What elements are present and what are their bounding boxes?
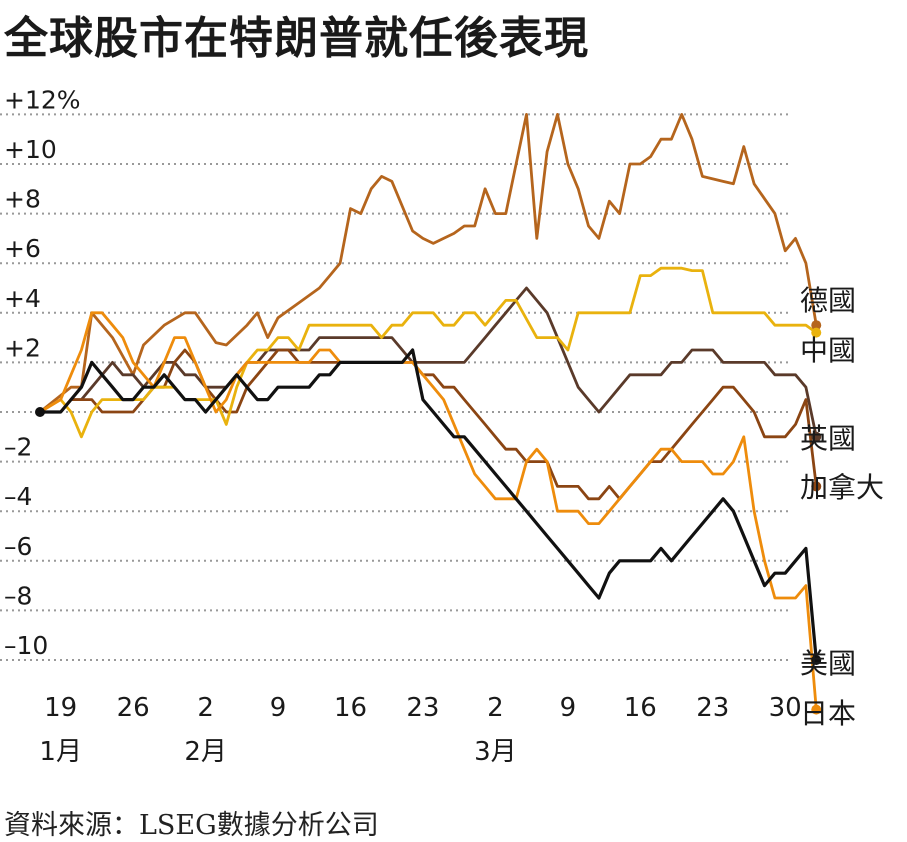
series-label-germany: 德國 — [800, 284, 856, 317]
x-tick-label: 16 — [624, 693, 657, 723]
y-tick-label: +2 — [4, 333, 41, 362]
x-tick-label: 9 — [560, 693, 577, 723]
y-tick-label: –8 — [4, 581, 32, 610]
y-tick-label: –6 — [4, 532, 32, 561]
y-tick-label: –10 — [4, 631, 48, 660]
series-label-canada: 加拿大 — [800, 471, 884, 504]
x-tick-label: 2 — [197, 693, 214, 723]
series-label-uk: 英國 — [800, 422, 856, 455]
y-tick-label: +12% — [4, 85, 81, 114]
month-label: 2月 — [184, 737, 227, 767]
x-tick-label: 23 — [696, 693, 729, 723]
line-chart: +12%+10+8+6+4+2–2–4–6–8–10 19 26 2 9 16 23 2 9 1… — [0, 0, 907, 800]
start-dot — [35, 407, 45, 417]
series-line-usa — [40, 350, 816, 660]
y-tick-label: +8 — [4, 185, 41, 214]
y-axis-tick-labels: +12% +10 +8 +6 +4 +2 –2 –4 –6 –8 –10 — [4, 85, 81, 660]
series-label-usa: 美國 — [800, 647, 856, 680]
x-tick-label: 16 — [334, 693, 367, 723]
source-note: 資料來源：LSEG數據分析公司 — [4, 803, 379, 842]
gridlines — [0, 114, 790, 660]
y-tick-label: +4 — [4, 284, 41, 313]
x-tick-label: 19 — [44, 693, 77, 723]
x-tick-label: 30 — [769, 693, 802, 723]
month-label: 3月 — [474, 737, 517, 767]
y-tick-label: –4 — [4, 482, 32, 511]
y-tick-label: –2 — [4, 433, 32, 462]
month-label: 1月 — [39, 737, 82, 767]
x-tick-label: 23 — [406, 693, 439, 723]
series-label-japan: 日本 — [800, 697, 856, 730]
y-tick-label: +6 — [4, 234, 41, 263]
x-axis-tick-labels: 19 26 2 9 16 23 2 9 16 23 30 — [44, 693, 802, 723]
month-labels: 1月 2月 3月 — [39, 737, 516, 767]
x-tick-label: 26 — [117, 693, 150, 723]
y-tick-label: +10 — [4, 135, 57, 164]
x-tick-label: 9 — [270, 693, 287, 723]
x-tick-label: 2 — [487, 693, 504, 723]
series-label-china: 中國 — [800, 334, 856, 367]
